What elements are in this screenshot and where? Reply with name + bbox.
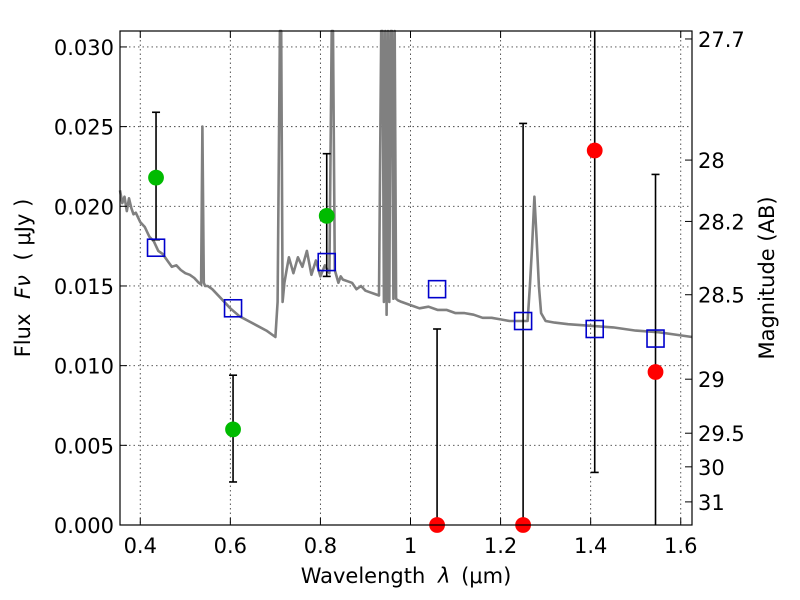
model-photometry-square [427,279,447,299]
model-photometry-square [513,311,533,331]
y-axis-label-text: Flux [11,314,35,358]
model-photometry-square [585,319,605,339]
detection-point [318,207,335,224]
x-tick-label: 1.2 [484,534,517,558]
y-axis-label-symbol: Fν [11,275,35,299]
y-tick-label: 0.020 [54,195,114,219]
y-tick-label: 0.010 [54,355,114,379]
non-detection-point [586,142,603,159]
y-tick-label: 0.025 [54,116,114,140]
y2-axis-label: Magnitude (AB) [755,196,779,359]
model-photometry-square [223,298,243,318]
y2-tick-label: 31 [698,491,725,515]
x-axis-label: Wavelength λ (μm) [301,564,512,588]
y2-tick-label: 28.5 [698,284,745,308]
detection-point [148,169,164,186]
y-tick-label: 0.000 [54,514,114,538]
y2-tick-label: 29 [698,368,725,392]
y2-tick-label: 30 [698,456,725,480]
plot-frame [119,30,693,526]
grid [120,31,692,526]
model-photometry-square [146,238,166,258]
x-tick-label: 0.6 [214,534,247,558]
y-tick-label: 0.030 [54,36,114,60]
y-tick-label: 0.005 [54,434,114,458]
x-axis-label-unit: (μm) [461,564,511,588]
data-points [146,31,665,533]
y2-tick-label: 28.2 [698,210,745,234]
model-spectrum [118,29,693,339]
x-tick-label: 0.4 [124,534,157,558]
y2-tick-label: 28 [698,149,725,173]
model-photometry-square [646,329,665,348]
y-tick-label: 0.015 [54,275,114,299]
detection-point [225,421,241,438]
y-axis-label: Flux Fν ( μJy ) [11,199,35,358]
non-detection-point [647,364,664,380]
model-photometry-square [317,252,337,272]
x-tick-label: 1 [404,534,417,558]
x-tick-label: 0.8 [304,534,337,558]
x-tick-label: 1.6 [664,534,697,558]
y2-tick-label: 27.7 [698,28,745,52]
y-axis-label-unit: ( μJy ) [11,199,35,261]
x-axis-label-symbol: λ [437,564,450,588]
x-axis-label-text: Wavelength [301,564,426,588]
axis-ticks: 0.4 0.6 0.8 1 1.2 1.4 1.6 0.000 0.005 0.010 0.015 0… [54,28,745,558]
x-tick-label: 1.4 [574,534,607,558]
model-spectrum-line [118,29,693,339]
y2-tick-label: 29.5 [698,422,745,446]
